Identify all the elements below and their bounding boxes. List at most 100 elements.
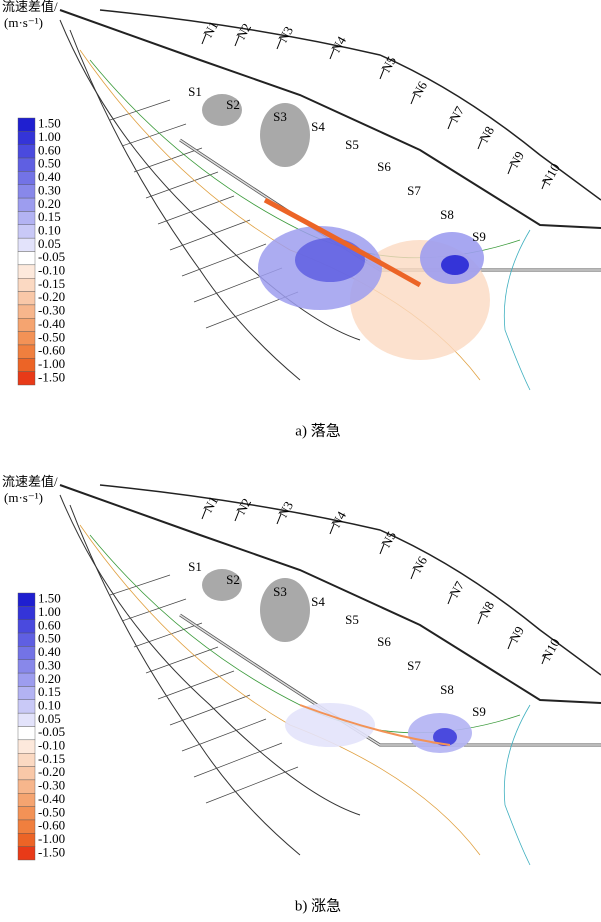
- section-label: S7: [407, 183, 421, 198]
- section-label: N3: [275, 499, 296, 520]
- section-label: N5: [378, 54, 399, 75]
- section-label: N8: [476, 124, 497, 145]
- legend-swatch: [18, 740, 35, 753]
- grid-hatch: [134, 623, 202, 647]
- section-label: N7: [446, 578, 467, 600]
- legend-swatch: [18, 372, 35, 385]
- legend-swatch: [18, 118, 35, 131]
- grid-hatch: [134, 148, 202, 172]
- section-label: N3: [275, 24, 296, 45]
- legend-label: -1.50: [38, 369, 65, 384]
- grid-hatch: [158, 671, 234, 699]
- grid-hatch: [158, 196, 234, 224]
- legend-swatch: [18, 686, 35, 699]
- legend-title: 流速差值/: [2, 0, 58, 14]
- grid-hatch: [170, 220, 250, 250]
- section-label: N4: [328, 33, 349, 55]
- legend-swatch: [18, 727, 35, 740]
- legend-swatch: [18, 278, 35, 291]
- legend-swatch: [18, 646, 35, 659]
- section-label: S6: [377, 634, 391, 649]
- figure: N1N2N3N4N5N6N7N8N9N10S1S2S3S4S5S6S7S8S9流…: [0, 0, 601, 922]
- legend-swatch: [18, 145, 35, 158]
- diff-area: [441, 255, 469, 275]
- legend-swatch: [18, 820, 35, 833]
- legend-swatch: [18, 700, 35, 713]
- legend-swatch: [18, 593, 35, 606]
- caption: b) 涨急: [295, 897, 341, 914]
- legend-swatch: [18, 238, 35, 251]
- diff-area: [295, 238, 365, 282]
- section-label: N7: [446, 103, 467, 125]
- section-label: S4: [311, 594, 325, 609]
- section-label: S8: [440, 682, 454, 697]
- legend-swatch: [18, 158, 35, 171]
- legend-swatch: [18, 633, 35, 646]
- legend-swatch: [18, 292, 35, 305]
- section-label: N8: [476, 599, 497, 620]
- legend-swatch: [18, 713, 35, 726]
- section-label: S9: [472, 229, 486, 244]
- legend-swatch: [18, 767, 35, 780]
- section-label: N10: [539, 636, 563, 663]
- section-label: N6: [409, 78, 430, 100]
- legend-swatch: [18, 318, 35, 331]
- section-label: N9: [506, 624, 527, 645]
- legend-swatch: [18, 198, 35, 211]
- section-label: N10: [539, 161, 563, 188]
- section-label: S2: [226, 572, 240, 587]
- contour: [504, 705, 530, 865]
- legend-swatch: [18, 620, 35, 633]
- legend-unit: (m·s⁻¹): [4, 15, 43, 30]
- section-label: S8: [440, 207, 454, 222]
- grid-hatch: [122, 124, 186, 146]
- section-label: N6: [409, 553, 430, 575]
- section-label: N4: [328, 508, 349, 530]
- section-label: N2: [233, 21, 254, 42]
- section-label: N2: [233, 496, 254, 517]
- section-label: S1: [188, 84, 202, 99]
- legend-title: 流速差值/: [2, 474, 58, 489]
- section-label: N9: [506, 149, 527, 170]
- legend-label: -1.50: [38, 844, 65, 859]
- contour: [504, 230, 530, 390]
- contour: [90, 535, 520, 733]
- section-label: S2: [226, 97, 240, 112]
- section-label: S9: [472, 704, 486, 719]
- legend-swatch: [18, 807, 35, 820]
- shore: [60, 495, 360, 815]
- legend-swatch: [18, 753, 35, 766]
- grid-hatch: [170, 695, 250, 725]
- grid-hatch: [110, 575, 170, 595]
- section-label: S5: [345, 137, 359, 152]
- legend-swatch: [18, 345, 35, 358]
- coastline: [100, 485, 601, 675]
- legend-unit: (m·s⁻¹): [4, 490, 43, 505]
- legend-swatch: [18, 332, 35, 345]
- legend-swatch: [18, 358, 35, 371]
- section-label: S3: [273, 109, 287, 124]
- legend-swatch: [18, 131, 35, 144]
- legend-swatch: [18, 780, 35, 793]
- caption: a) 落急: [295, 422, 340, 439]
- legend-swatch: [18, 793, 35, 806]
- section-label: S3: [273, 584, 287, 599]
- section-label: N5: [378, 529, 399, 550]
- section-label: S4: [311, 119, 325, 134]
- legend-swatch: [18, 305, 35, 318]
- section-label: S5: [345, 612, 359, 627]
- legend-swatch: [18, 171, 35, 184]
- legend-swatch: [18, 833, 35, 846]
- grid-hatch: [110, 100, 170, 120]
- legend-swatch: [18, 211, 35, 224]
- grid-hatch: [122, 599, 186, 621]
- legend-swatch: [18, 660, 35, 673]
- legend-swatch: [18, 185, 35, 198]
- legend-swatch: [18, 225, 35, 238]
- legend-swatch: [18, 606, 35, 619]
- section-label: S6: [377, 159, 391, 174]
- legend-swatch: [18, 673, 35, 686]
- legend-swatch: [18, 252, 35, 265]
